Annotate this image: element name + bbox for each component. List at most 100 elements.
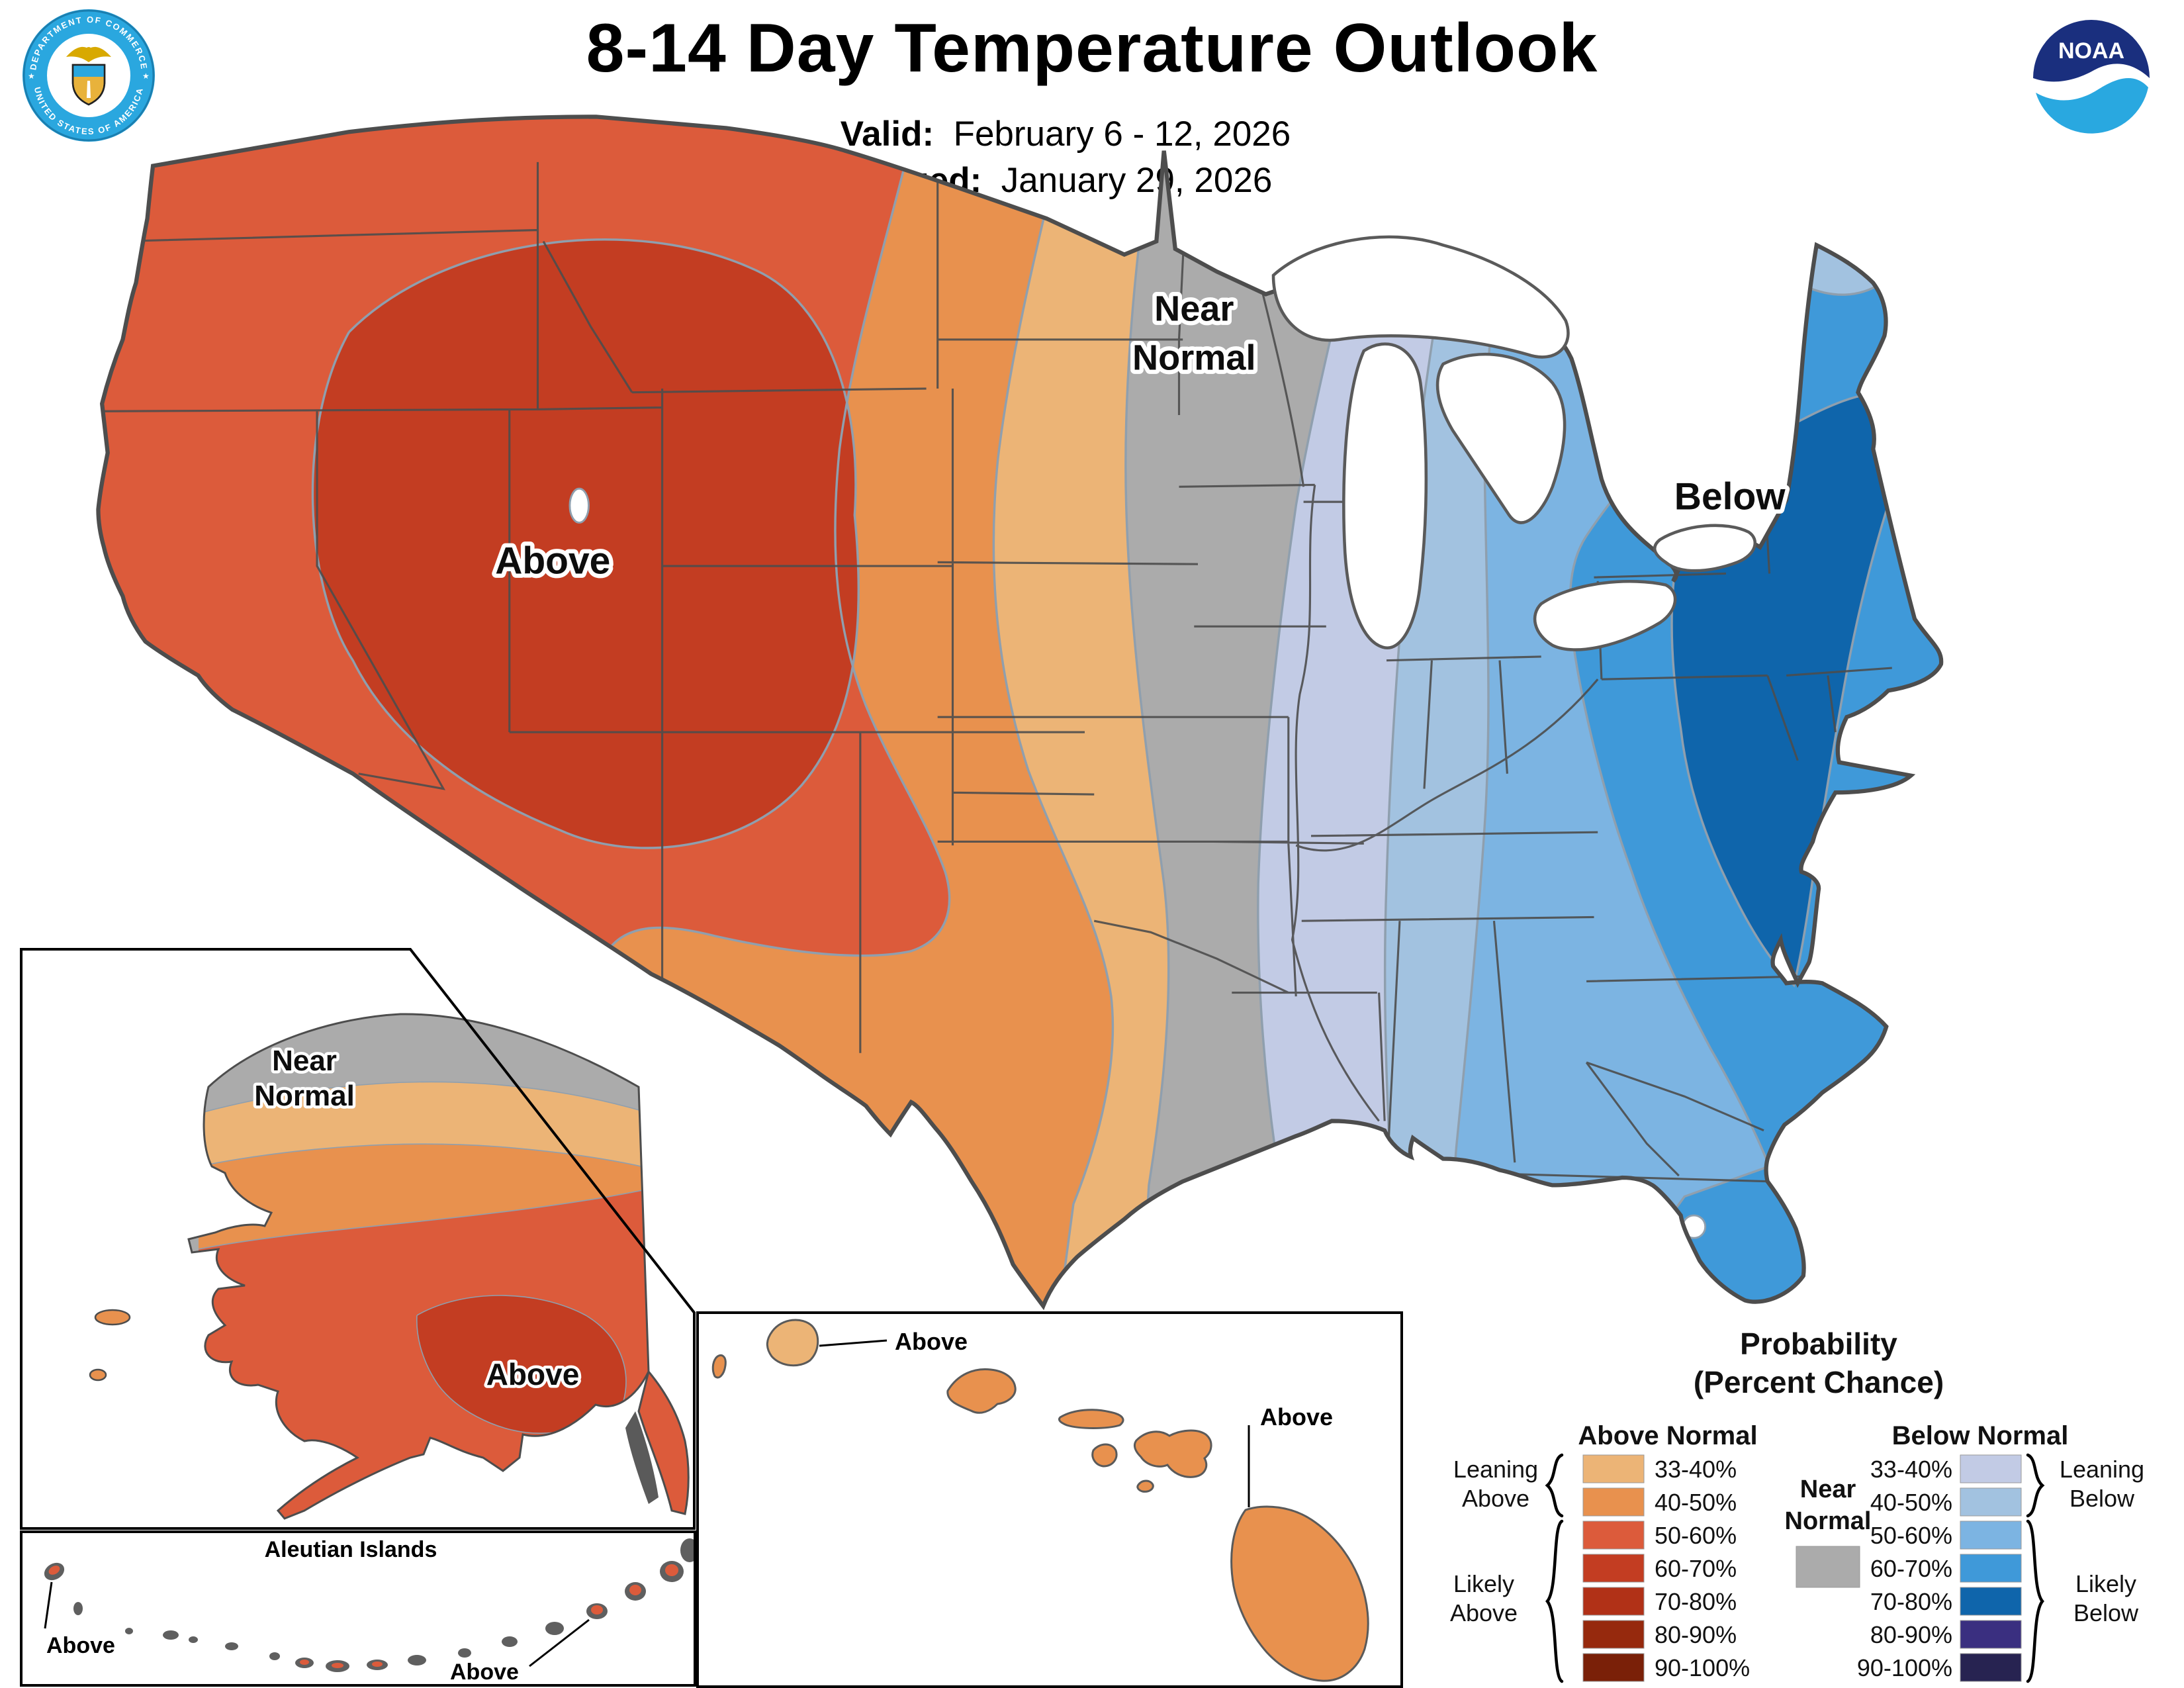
lake-michigan [1342, 342, 1428, 649]
label-leaning-below-1: Leaning [2060, 1456, 2144, 1483]
legend-below-column: 33-40% 40-50% 50-60% 60-70% 70-80% 80-90… [1857, 1454, 2022, 1682]
swatch-above-60-70 [1582, 1554, 1645, 1583]
alaska-outline [187, 1013, 650, 1520]
legend-title-2: (Percent Chance) [1694, 1365, 1944, 1399]
range-above-5: 80-90% [1655, 1621, 1737, 1648]
range-below-2: 50-60% [1870, 1522, 1952, 1549]
swatch-above-90-100 [1582, 1653, 1645, 1682]
issued-value: January 29, 2026 [1001, 161, 1273, 200]
swatch-above-40-50 [1582, 1487, 1645, 1517]
legend: Probability (Percent Chance) Above Norma… [1450, 1327, 2144, 1683]
label-leaning-below-2: Below [2070, 1485, 2135, 1512]
label-leaning-above-2: Above [1462, 1485, 1529, 1512]
island-kauai [766, 1319, 819, 1367]
range-above-0: 33-40% [1655, 1456, 1737, 1483]
aleutian-inset: Above Above Aleutian Islands [20, 1530, 696, 1687]
valid-issued-block: Valid: February 6 - 12, 2026 Issued: Jan… [728, 111, 1403, 204]
lake-huron [1435, 352, 1567, 524]
hawaii-inset: Above Above [696, 1311, 1403, 1688]
noaa-text: NOAA [2058, 38, 2124, 64]
great-salt-lake [569, 487, 590, 524]
lake-ontario [1653, 524, 1756, 573]
label-near-normal-2: Normal [1132, 338, 1256, 378]
swatch-below-90-100 [1960, 1653, 2022, 1682]
noaa-bottom-shape [2036, 77, 2148, 134]
valid-line: Valid: February 6 - 12, 2026 [728, 111, 1403, 158]
alaska-bands [189, 1013, 649, 1519]
label-likely-above-2: Above [1450, 1599, 1518, 1626]
aleutian-label-right: Above [450, 1660, 519, 1685]
hawaii-islands [711, 1319, 1369, 1682]
swatch-below-70-80 [1960, 1587, 2022, 1616]
island-niihau [711, 1354, 727, 1379]
island-molokai [1058, 1409, 1124, 1429]
commerce-seal-icon: DEPARTMENT OF COMMERCE UNITED STATES OF … [23, 9, 155, 142]
noaa-bird-icon [2078, 78, 2106, 87]
aleutian-frame [20, 1530, 696, 1687]
aleutian-leader-right [529, 1618, 590, 1667]
island-maui [1133, 1429, 1212, 1478]
label-likely-below-1: Likely [2075, 1570, 2136, 1597]
brace-likely-above [1545, 1519, 1564, 1683]
ak-label-near-1: Near [272, 1045, 337, 1077]
valid-value: February 6 - 12, 2026 [953, 115, 1291, 154]
noaa-top-shape [2033, 20, 2150, 82]
range-above-1: 40-50% [1655, 1489, 1737, 1516]
legend-above-header: Above Normal [1578, 1421, 1757, 1450]
label-near-normal-1: Near [1154, 289, 1234, 328]
legend-near-1: Near [1800, 1476, 1856, 1503]
legend-below-header: Below Normal [1892, 1421, 2069, 1450]
swatch-below-60-70 [1960, 1554, 2022, 1583]
aleutian-title: Aleutian Islands [265, 1537, 437, 1562]
range-above-4: 70-80% [1655, 1588, 1737, 1615]
aleutian-leader-left [44, 1581, 53, 1629]
label-likely-below-2: Below [2073, 1599, 2139, 1626]
us-outline [96, 115, 1944, 1311]
brace-leaning-below [2026, 1453, 2045, 1518]
island-oahu [946, 1368, 1017, 1414]
hawaii-label-kauai: Above [895, 1328, 968, 1355]
alaska-se-islands [625, 1411, 659, 1504]
range-above-6: 90-100% [1655, 1654, 1750, 1681]
range-below-4: 70-80% [1870, 1588, 1952, 1615]
range-below-1: 40-50% [1870, 1489, 1952, 1516]
swatch-near-normal [1796, 1546, 1860, 1588]
alaska-panhandle [637, 1369, 690, 1515]
legend-near-2: Normal [1785, 1507, 1872, 1535]
seal-lighthouse [87, 81, 91, 98]
lake-erie [1533, 580, 1677, 651]
range-below-0: 33-40% [1870, 1456, 1952, 1483]
valid-label: Valid: [840, 115, 934, 154]
page-title: 8-14 Day Temperature Outlook [586, 10, 1598, 87]
aleutian-red-cores [48, 1564, 678, 1668]
range-above-3: 60-70% [1655, 1555, 1737, 1582]
ak-band-core-60-70 [416, 1295, 626, 1434]
hawaii-frame [696, 1311, 1403, 1688]
brace-leaning-above [1545, 1453, 1564, 1518]
island-lanai [1091, 1443, 1118, 1468]
swatch-below-40-50 [1960, 1487, 2022, 1517]
swatch-above-33-40 [1582, 1454, 1645, 1483]
hawaii-label-big-island: Above [1260, 1403, 1333, 1430]
range-below-3: 60-70% [1870, 1555, 1952, 1582]
range-below-5: 80-90% [1870, 1621, 1952, 1648]
range-below-6: 90-100% [1857, 1654, 1952, 1681]
ak-label-near-2: Normal [254, 1080, 355, 1112]
alaska-inset: Near Normal Above [20, 948, 696, 1530]
range-above-2: 50-60% [1655, 1522, 1737, 1549]
ak-contours [198, 1081, 649, 1434]
legend-braces [1545, 1453, 2045, 1683]
noaa-logo-icon: NOAA [2033, 17, 2150, 134]
st-lawrence-island [94, 1309, 131, 1326]
swatch-below-33-40 [1960, 1454, 2022, 1483]
swatch-above-80-90 [1582, 1620, 1645, 1649]
aleutian-label-left: Above [46, 1633, 115, 1658]
legend-title-1: Probability [1740, 1327, 1897, 1361]
label-below: Below [1674, 476, 1786, 518]
swatch-above-50-60 [1582, 1521, 1645, 1550]
swatch-below-50-60 [1960, 1521, 2022, 1550]
aleutian-islands [44, 1538, 696, 1672]
label-leaning-above-1: Leaning [1453, 1456, 1538, 1483]
alaska-frame [20, 948, 696, 1530]
legend-above-column: 33-40% 40-50% 50-60% 60-70% 70-80% 80-90… [1582, 1454, 1750, 1682]
